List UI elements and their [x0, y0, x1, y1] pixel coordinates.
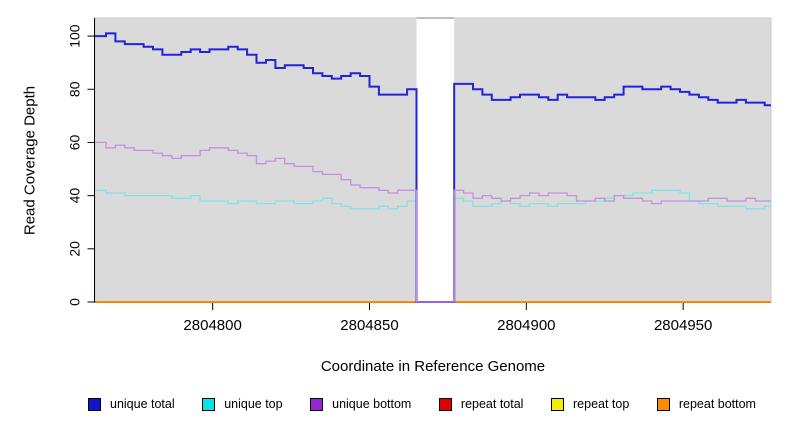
y-tick-label: 80 [67, 81, 83, 97]
x-tick-label: 2804850 [340, 317, 398, 334]
legend-item-repeat-top: repeat top [551, 397, 629, 411]
legend-label-repeat-total: repeat total [460, 397, 524, 411]
legend-label-repeat-top: repeat top [573, 397, 630, 411]
x-tick-label: 2804800 [183, 317, 241, 334]
legend: unique total unique top unique bottom repea… [88, 397, 756, 411]
x-tick-label: 2804950 [654, 317, 712, 334]
legend-swatch-repeat-bottom [656, 397, 670, 411]
legend-swatch-repeat-top [551, 397, 564, 411]
y-tick-label: 20 [67, 241, 83, 257]
y-axis-title: Read Coverage Depth [21, 85, 39, 236]
x-tick-label: 2804900 [497, 317, 555, 334]
legend-swatch-repeat-total [438, 397, 452, 411]
legend-item-unique-bottom: unique bottom [310, 397, 411, 411]
legend-item-repeat-total: repeat total [438, 397, 524, 411]
legend-swatch-unique-total [88, 397, 101, 411]
legend-swatch-unique-bottom [310, 397, 324, 411]
legend-item-repeat-bottom: repeat bottom [656, 397, 756, 411]
series-unique-bottom [95, 141, 771, 303]
y-tick-label: 40 [67, 188, 83, 204]
legend-label-unique-total: unique total [110, 397, 175, 411]
legend-item-unique-total: unique total [88, 397, 175, 411]
legend-label-unique-bottom: unique bottom [332, 397, 412, 411]
legend-label-unique-top: unique top [224, 397, 283, 411]
x-axis-title: Coordinate in Reference Genome [320, 358, 546, 375]
legend-label-repeat-bottom: repeat bottom [678, 397, 756, 411]
y-tick-label: 0 [67, 298, 83, 306]
dropout-region [416, 16, 455, 304]
y-tick-label: 100 [67, 24, 83, 48]
series-group [95, 16, 771, 304]
y-tick-label: 60 [67, 134, 83, 150]
legend-item-unique-top: unique top [202, 397, 283, 411]
coverage-chart: 0 20 40 60 80 100 2804800 2804850 2804900 2804950 [67, 16, 772, 334]
legend-swatch-unique-top [202, 397, 216, 411]
